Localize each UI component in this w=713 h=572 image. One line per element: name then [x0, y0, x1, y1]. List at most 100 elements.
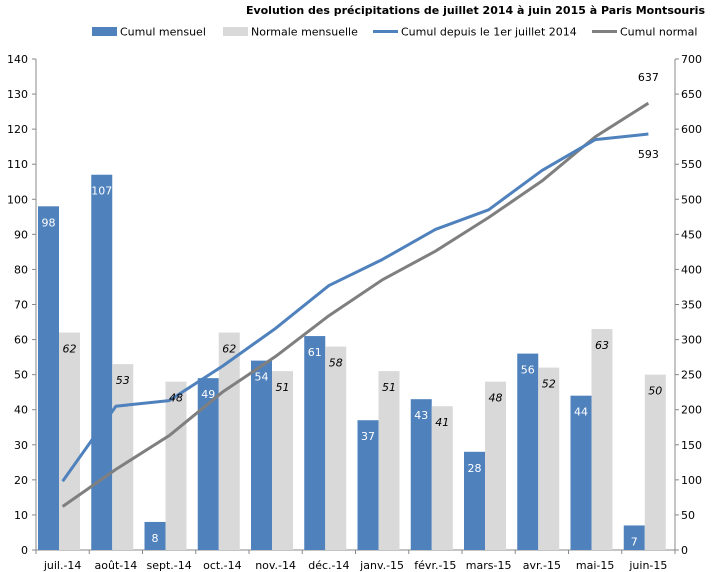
legend-label: Normale mensuelle: [251, 26, 358, 39]
y-left-tick-label: 130: [7, 88, 28, 101]
bar-normale-mensuelle: [59, 332, 80, 550]
x-tick-label: mai-15: [576, 559, 614, 572]
y-right-tick-label: 550: [681, 158, 702, 171]
data-label-normale-mensuelle: 52: [542, 378, 556, 391]
bar-normale-mensuelle: [591, 329, 613, 550]
data-label-cumul-mensuel: 98: [42, 216, 56, 229]
line-cumul-normal: [61, 101, 650, 508]
bar-normale-mensuelle: [644, 374, 666, 550]
y-left-tick-label: 100: [7, 193, 28, 206]
x-tick-label: juil.-14: [43, 559, 82, 572]
bar-cumul-mensuel: [251, 360, 272, 550]
y-left-tick-label: 110: [7, 158, 28, 171]
y-left-tick-label: 50: [14, 369, 28, 382]
x-tick-label: oct.-14: [203, 559, 242, 572]
y-right-tick-label: 400: [681, 263, 702, 276]
bar-cumul-mensuel: [410, 399, 432, 550]
y-left-tick-label: 80: [14, 263, 28, 276]
data-label-normale-mensuelle: 50: [648, 385, 662, 398]
data-label-normale-mensuelle: 62: [222, 343, 236, 356]
bar-cumul-mensuel: [304, 336, 326, 550]
plot-area: 0 10 20 30 40 50 60 70 80 90 100 110 120 130 140 0 50 100…: [7, 53, 702, 572]
data-label-normale-mensuelle: 51: [382, 381, 396, 394]
y-left-tick-label: 60: [14, 334, 28, 347]
x-tick-label: mars-15: [466, 559, 512, 572]
y-right-tick-label: 50: [681, 509, 695, 522]
legend-label: Cumul mensuel: [120, 26, 206, 39]
y-left-tick-label: 20: [14, 474, 28, 487]
chart-title: Evolution des précipitations de juillet …: [246, 4, 706, 17]
x-tick-label: janv.-15: [359, 559, 404, 572]
bar-cumul-mensuel: [144, 521, 166, 550]
y-right-tick-label: 700: [681, 53, 702, 66]
bar-normale-mensuelle: [165, 381, 187, 550]
x-tick-label: sept.-14: [146, 559, 191, 572]
data-label-normale-mensuelle: 58: [329, 357, 343, 370]
bar-normale-mensuelle: [325, 346, 347, 550]
data-label-normale-mensuelle: 51: [276, 381, 290, 394]
bar-cumul-mensuel: [570, 395, 592, 550]
legend: Cumul mensuel Normale mensuelle Cumul depu…: [92, 26, 697, 39]
data-label-cumul-mensuel: 44: [574, 406, 588, 419]
data-label-normale-mensuelle: 63: [595, 339, 609, 352]
bar-normale-mensuelle: [218, 332, 240, 550]
x-tick-label: août-14: [95, 559, 138, 572]
legend-item-cumul-depuis-juillet: Cumul depuis le 1er juillet 2014: [373, 26, 577, 39]
y-right-tick-label: 650: [681, 88, 702, 101]
bar-cumul-mensuel: [91, 174, 113, 550]
data-label-normale-mensuelle: 48: [169, 392, 183, 405]
data-label-normale-mensuelle: 48: [489, 392, 503, 405]
bar-cumul-mensuel: [357, 420, 379, 550]
data-label-cumul-mensuel: 56: [521, 364, 535, 377]
legend-label: Cumul normal: [620, 26, 697, 39]
y-left-tick-label: 0: [21, 544, 28, 557]
data-label-cumul-mensuel: 7: [631, 535, 638, 548]
legend-swatch: [92, 27, 117, 36]
legend-item-normale-mensuelle: Normale mensuelle: [223, 26, 358, 39]
y-left-tick-label: 140: [7, 53, 28, 66]
y-left-tick-label: 70: [14, 299, 28, 312]
data-label-cumul-mensuel: 61: [308, 346, 322, 359]
data-label-cumul-mensuel: 49: [201, 388, 215, 401]
data-label-normale-mensuelle: 53: [116, 374, 130, 387]
bar-normale-mensuelle: [485, 381, 506, 550]
bar-cumul-mensuel: [623, 525, 645, 550]
legend-item-cumul-mensuel: Cumul mensuel: [92, 26, 206, 39]
x-tick-label: avr.-15: [523, 559, 561, 572]
y-left-tick-label: 90: [14, 228, 28, 241]
bar-normale-mensuelle: [538, 367, 560, 550]
x-tick-label: nov.-14: [255, 559, 296, 572]
data-label-cumul-mensuel: 28: [468, 462, 482, 475]
y-right-tick-label: 0: [681, 544, 688, 557]
y-right-tick-label: 350: [681, 299, 702, 312]
bar-normale-mensuelle: [272, 371, 293, 550]
y-right-tick-label: 100: [681, 474, 702, 487]
y-right-tick-label: 150: [681, 439, 702, 452]
x-tick-label: févr.-15: [414, 559, 456, 572]
data-label-cumul-mensuel: 107: [91, 185, 112, 198]
y-left-tick-label: 30: [14, 439, 28, 452]
data-label-cumul-mensuel: 43: [414, 409, 428, 422]
x-tick-label: juin-15: [628, 559, 667, 572]
data-label-normale-mensuelle: 62: [63, 343, 77, 356]
bar-normale-mensuelle: [378, 371, 400, 550]
y-left-tick-label: 10: [14, 509, 28, 522]
legend-item-cumul-normal: Cumul normal: [592, 26, 697, 39]
line-cumul-depuis-juillet: [61, 132, 649, 483]
data-label-cumul-mensuel: 8: [152, 532, 159, 545]
end-label-cumul-normal: 637: [638, 71, 659, 84]
legend-label: Cumul depuis le 1er juillet 2014: [401, 26, 577, 39]
bar-normale-mensuelle: [112, 364, 134, 550]
y-right-tick-label: 300: [681, 334, 702, 347]
y-right-tick-label: 600: [681, 123, 702, 136]
y-right-tick-label: 450: [681, 228, 702, 241]
legend-swatch: [223, 27, 248, 36]
data-label-normale-mensuelle: 41: [435, 416, 449, 429]
bar-cumul-mensuel: [517, 353, 539, 550]
data-label-cumul-mensuel: 37: [361, 430, 375, 443]
data-label-cumul-mensuel: 54: [255, 371, 269, 384]
bar-normale-mensuelle: [431, 406, 453, 550]
y-right-tick-label: 250: [681, 369, 702, 382]
bar-cumul-mensuel: [197, 378, 219, 550]
